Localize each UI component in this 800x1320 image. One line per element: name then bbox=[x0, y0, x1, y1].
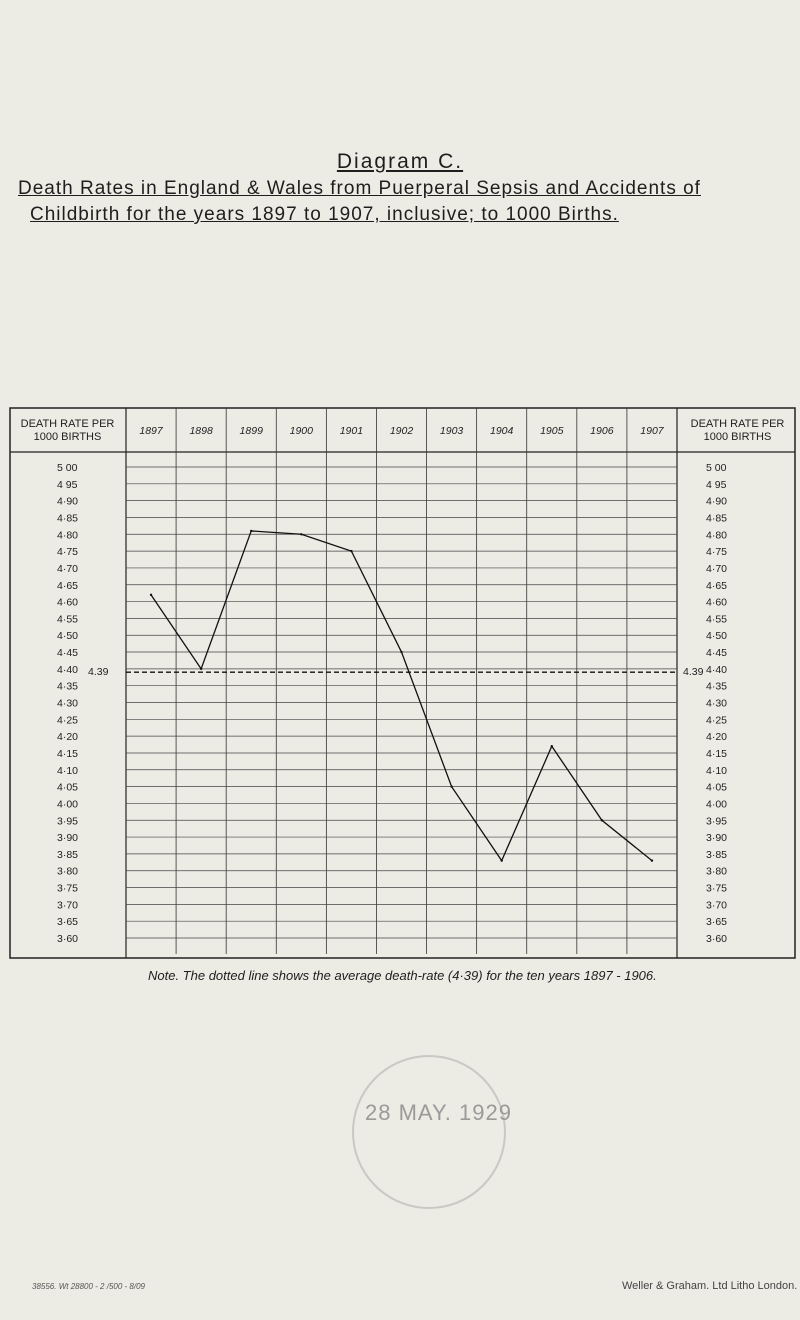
data-point bbox=[600, 819, 604, 822]
y-tick-label-right: 4·00 bbox=[706, 798, 727, 810]
x-tick-label: 1902 bbox=[390, 425, 414, 437]
y-tick-label-left: 4·05 bbox=[57, 782, 78, 794]
data-point bbox=[350, 549, 353, 553]
y-tick-label-left: 4·90 bbox=[57, 496, 78, 508]
y-tick-label-left: 4·45 bbox=[57, 647, 78, 659]
x-tick-label: 1905 bbox=[540, 425, 564, 437]
y-tick-label-right: 4·40 bbox=[706, 664, 727, 676]
y-tick-label-right: 4 95 bbox=[706, 479, 727, 491]
y-tick-label-left: 4·10 bbox=[57, 765, 78, 777]
y-tick-label-right: 4·70 bbox=[706, 563, 727, 575]
y-tick-label-left: 4·65 bbox=[57, 580, 78, 592]
data-point bbox=[199, 667, 203, 671]
y-tick-label-left: 4·80 bbox=[57, 529, 78, 541]
y-tick-label-left: 4 95 bbox=[57, 479, 78, 491]
y-tick-label-left: 4·40 bbox=[57, 664, 78, 676]
y-tick-label-right: 4·75 bbox=[706, 546, 727, 558]
x-tick-label: 1899 bbox=[240, 425, 264, 437]
x-tick-label: 1897 bbox=[139, 425, 164, 437]
y-tick-label-left: 4·75 bbox=[57, 546, 78, 558]
y-tick-label-right: 3·85 bbox=[706, 849, 727, 861]
y-tick-label-right: 4·15 bbox=[706, 748, 727, 760]
y-tick-label-left: 3·95 bbox=[57, 815, 78, 827]
printer-credit: Weller & Graham. Ltd Litho London. bbox=[622, 1280, 798, 1292]
y-tick-label-left: 3·65 bbox=[57, 916, 78, 928]
y-tick-label-left: 5 00 bbox=[57, 462, 78, 474]
x-tick-label: 1901 bbox=[340, 425, 363, 437]
right-axis-header: DEATH RATE PER 1000 BIRTHS bbox=[690, 418, 785, 443]
y-tick-label-right: 4·85 bbox=[706, 512, 727, 524]
y-tick-label-left: 4·35 bbox=[57, 681, 78, 693]
y-tick-label-left: 3·85 bbox=[57, 849, 78, 861]
left-axis-header: DEATH RATE PER 1000 BIRTHS bbox=[20, 418, 115, 443]
data-point bbox=[300, 533, 303, 536]
x-tick-label: 1900 bbox=[290, 425, 314, 437]
y-tick-label-left: 4·70 bbox=[57, 563, 78, 575]
data-point bbox=[500, 859, 503, 862]
chart-subtitle-line1: Death Rates in England & Wales from Puer… bbox=[18, 178, 701, 199]
y-tick-label-right: 4·45 bbox=[706, 647, 727, 659]
y-tick-label-right: 4·80 bbox=[706, 529, 727, 541]
data-point bbox=[550, 745, 553, 748]
y-tick-label-right: 3·90 bbox=[706, 832, 727, 844]
y-tick-label-right: 4·50 bbox=[706, 630, 727, 642]
y-tick-label-left: 4·50 bbox=[57, 630, 78, 642]
y-tick-label-left: 3·80 bbox=[57, 866, 78, 878]
data-point bbox=[250, 529, 253, 533]
x-tick-label: 1903 bbox=[440, 425, 464, 437]
average-label-left: 4.39 bbox=[88, 666, 109, 678]
chart-note: Note. The dotted line shows the average … bbox=[148, 968, 657, 983]
y-tick-label-right: 4·10 bbox=[706, 765, 727, 777]
y-tick-label-right: 4·90 bbox=[706, 496, 727, 508]
x-tick-label: 1907 bbox=[640, 425, 665, 437]
y-tick-label-right: 3·95 bbox=[706, 815, 727, 827]
y-tick-label-right: 3·70 bbox=[706, 899, 727, 911]
average-label-right: 4.39 bbox=[683, 666, 704, 678]
printer-code: 38556. Wt 28800 - 2 /500 - 8/09 bbox=[32, 1282, 145, 1291]
y-tick-label-left: 4·30 bbox=[57, 698, 78, 710]
data-point bbox=[149, 593, 153, 597]
diagram-title: Diagram C. bbox=[336, 150, 464, 173]
y-tick-label-left: 3·75 bbox=[57, 883, 78, 895]
y-tick-label-right: 3·60 bbox=[706, 933, 727, 945]
y-tick-label-left: 4·25 bbox=[57, 714, 78, 726]
y-tick-label-left: 3·70 bbox=[57, 899, 78, 911]
y-tick-label-right: 4·25 bbox=[706, 714, 727, 726]
y-tick-label-left: 3·60 bbox=[57, 933, 78, 945]
y-tick-label-right: 4·05 bbox=[706, 782, 727, 794]
chart-subtitle-line2: Childbirth for the years 1897 to 1907, i… bbox=[30, 204, 619, 225]
y-tick-label-right: 4·35 bbox=[706, 681, 727, 693]
y-tick-label-right: 3·65 bbox=[706, 916, 727, 928]
y-tick-label-right: 4·60 bbox=[706, 597, 727, 609]
y-tick-label-right: 3·75 bbox=[706, 883, 727, 895]
y-tick-label-right: 5 00 bbox=[706, 462, 727, 474]
x-tick-label: 1898 bbox=[189, 425, 213, 437]
y-tick-label-left: 3·90 bbox=[57, 832, 78, 844]
y-tick-label-left: 4·00 bbox=[57, 798, 78, 810]
y-tick-label-right: 4·30 bbox=[706, 698, 727, 710]
data-point bbox=[400, 650, 403, 654]
received-stamp bbox=[352, 1055, 506, 1209]
y-tick-label-left: 4·60 bbox=[57, 597, 78, 609]
y-tick-label-right: 4·65 bbox=[706, 580, 727, 592]
chart-frame bbox=[9, 407, 796, 959]
y-tick-label-left: 4·15 bbox=[57, 748, 78, 760]
y-tick-label-right: 3·80 bbox=[706, 866, 727, 878]
x-tick-label: 1904 bbox=[490, 425, 514, 437]
y-tick-label-left: 4·85 bbox=[57, 512, 78, 524]
stamp-date: 28 MAY. 1929 bbox=[365, 1100, 512, 1125]
data-point bbox=[450, 785, 453, 788]
y-tick-label-right: 4·55 bbox=[706, 613, 727, 625]
y-tick-label-right: 4·20 bbox=[706, 731, 727, 743]
y-tick-label-left: 4·20 bbox=[57, 731, 78, 743]
x-tick-label: 1906 bbox=[590, 425, 614, 437]
data-point bbox=[650, 859, 654, 862]
y-tick-label-left: 4·55 bbox=[57, 613, 78, 625]
